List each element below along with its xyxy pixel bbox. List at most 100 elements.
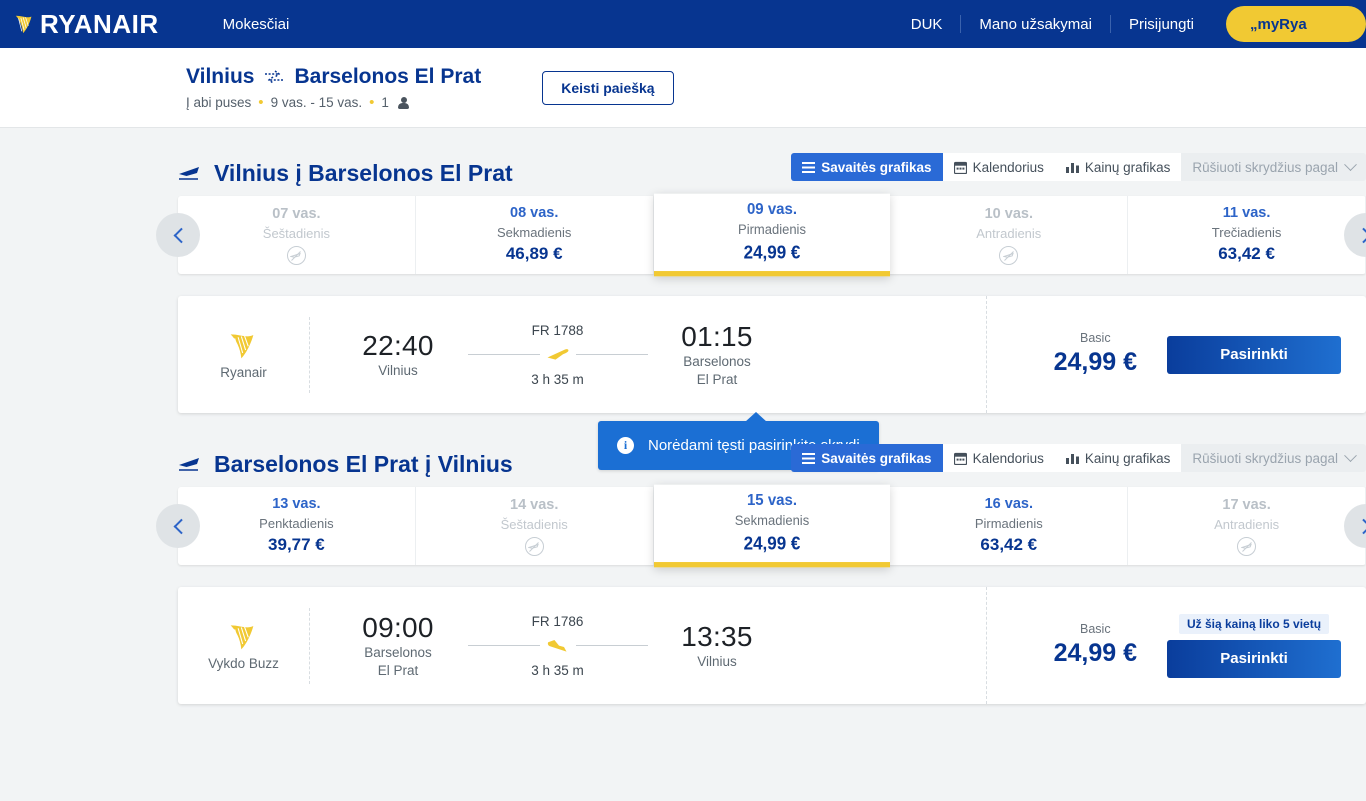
inbound-title: Barselonos El Prat į Vilnius [178,451,513,478]
sort-flights-select-return[interactable]: Rūšiuoti skrydžius pagal [1181,444,1366,472]
carrier-name: Ryanair [220,365,267,380]
plane-takeoff-icon [547,348,568,360]
inbound-segment: 09:00 Barselonos El Prat FR 1786 3 h 35 m 13:… [310,612,769,679]
tab-calendar-return[interactable]: Kalendorius [942,444,1055,472]
departure-block: 09:00 Barselonos El Prat [346,612,450,679]
travel-dates-label: 9 vas. - 15 vas. [270,95,363,111]
inbound-select-button[interactable]: Pasirinkti [1167,639,1341,678]
passenger-icon [397,96,409,110]
departure-airport: Vilnius [378,362,418,378]
date-day: 15 vas. [746,491,798,510]
tab-week-schedule[interactable]: Savaitės grafikas [791,153,943,181]
chevron-down-icon [1344,157,1357,171]
brand-name: RYANAIR [40,8,159,39]
search-summary-details: Į abi puses • 9 vas. - 15 vas. • 1 [186,95,481,110]
inbound-date-cell[interactable]: 15 vas. Sekmadienis 24,99 € [653,484,891,568]
tab-price-chart-return[interactable]: Kainų grafikas [1054,444,1182,472]
outbound-date-cell[interactable]: 09 vas. Pirmadienis 24,99 € [653,193,891,277]
outbound-date-cell[interactable]: 07 vas. Šeštadienis [178,196,416,274]
select-button-stack: Pasirinkti [1167,335,1341,374]
chevron-left-icon [173,227,189,243]
outbound-flight-card[interactable]: Ryanair 22:40 Vilnius FR 1788 3 h 35 m 01:15 B… [178,296,1366,413]
plane-landing-icon [547,639,566,652]
no-flight-icon [524,537,544,557]
inbound-date-cell[interactable]: 14 vas. Šeštadienis [416,487,654,565]
carousel-next-button[interactable] [1344,213,1366,257]
carrier-name: Vykdo Buzz [208,656,279,671]
outbound-date-cell[interactable]: 11 vas. Trečiadienis 63,42 € [1128,196,1366,274]
calendar-icon [953,452,967,465]
outbound-date-cell[interactable]: 10 vas. Antradienis [890,196,1129,274]
return-plane-icon [179,458,199,471]
route-line-right [575,645,648,646]
route-destination: Barselonos El Prat [294,64,482,88]
sort-flights-return-label: Rūšiuoti skrydžius pagal [1192,450,1338,466]
change-search-button[interactable]: Keisti paiešką [542,70,674,105]
search-summary-bar: Vilnius Barselonos El Prat Į abi puses •… [0,48,1366,128]
nav-link-login[interactable]: Prisijungti [1128,15,1194,33]
calendar-icon [953,161,967,174]
flight-price: 24,99 € [1053,347,1137,376]
date-weekday: Trečiadienis [1211,224,1282,240]
flight-price: 24,99 € [1053,638,1137,667]
tab-week-schedule-return[interactable]: Savaitės grafikas [791,444,943,472]
flight-duration: 3 h 35 m [531,371,584,387]
date-day: 16 vas. [984,496,1033,513]
inbound-carrier: Vykdo Buzz [178,607,310,684]
nav-link-duk[interactable]: DUK [910,15,943,33]
bar-chart-icon [1065,163,1079,173]
arrival-time: 01:15 [681,320,753,352]
carousel-next-button-return[interactable] [1344,504,1366,548]
date-price: 63,42 € [980,535,1038,555]
outbound-carrier: Ryanair [178,316,310,393]
chevron-right-icon [1355,518,1366,534]
arrival-block: 01:15 Barselonos El Prat [665,321,769,388]
tab-price-chart[interactable]: Kainų grafikas [1054,153,1182,181]
date-day: 10 vas. [984,205,1033,222]
list-icon [802,452,816,464]
round-trip-icon [265,69,284,84]
outbound-date-cell[interactable]: 08 vas. Sekmadienis 46,89 € [416,196,654,274]
route-line [450,638,665,654]
ryanair-harp-icon [230,334,253,359]
flight-number: FR 1786 [531,613,584,629]
outbound-section: Vilnius į Barselonos El Prat Savaitės gr… [0,128,1366,413]
departure-block: 22:40 Vilnius [346,330,450,380]
carousel-prev-button-return[interactable] [156,504,200,548]
departure-time: 09:00 [362,611,434,643]
date-price: 63,42 € [1218,244,1275,264]
search-summary-text: Vilnius Barselonos El Prat Į abi puses •… [186,65,481,110]
inbound-date-cell[interactable]: 17 vas. Antradienis [1128,487,1366,565]
top-navigation-bar: RYANAIR Mokesčiai DUK Mano užsakymai Pri… [0,0,1366,48]
tab-price-chart-return-label: Kainų grafikas [1084,450,1171,466]
myryanair-button[interactable]: „myRya [1226,6,1366,42]
nav-link-my-bookings[interactable]: Mano užsakymai [979,15,1092,33]
route-origin: Vilnius [186,64,255,88]
inbound-section: Barselonos El Prat į Vilnius Savaitės gr… [0,413,1366,704]
arrival-block: 13:35 Vilnius [665,621,769,671]
info-icon: i [617,437,634,454]
nav-left-links: Mokesčiai [223,16,290,33]
inbound-date-cell[interactable]: 16 vas. Pirmadienis 63,42 € [890,487,1129,565]
chevron-down-icon [1344,448,1357,462]
outbound-select-button[interactable]: Pasirinkti [1167,335,1341,374]
arrival-time: 13:35 [681,620,753,652]
departure-plane-icon [179,167,199,180]
carousel-prev-button[interactable] [156,213,200,257]
nav-link-mokesciai[interactable]: Mokesčiai [222,15,290,33]
inbound-flight-card[interactable]: Vykdo Buzz 09:00 Barselonos El Prat FR 1786 3… [178,587,1366,704]
outbound-date-carousel: 07 vas. Šeštadienis 08 vas. Sekmadienis 46,8… [156,193,1366,277]
inbound-date-cell[interactable]: 13 vas. Penktadienis 39,77 € [178,487,416,565]
passenger-count: 1 [381,95,389,111]
ryanair-logo[interactable]: RYANAIR [14,9,159,40]
bullet-separator: • [258,94,264,112]
sort-flights-select[interactable]: Rūšiuoti skrydžius pagal [1181,153,1366,181]
bullet-separator: • [369,94,375,112]
inbound-view-tabs: Savaitės grafikas Kalendorius Kainų graf… [791,444,1366,472]
fare-price-block: Basic 24,99 € [1054,331,1137,379]
date-weekday: Sekmadienis [734,512,810,529]
date-weekday: Šeštadienis [500,516,568,532]
date-day: 08 vas. [510,205,559,222]
tab-calendar[interactable]: Kalendorius [942,153,1055,181]
route-line-left [467,354,540,355]
